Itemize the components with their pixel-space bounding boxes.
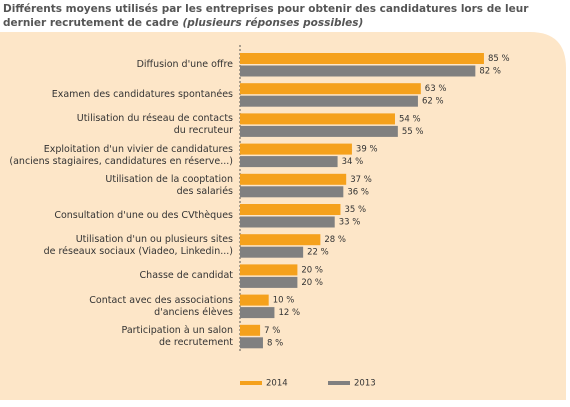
bar [240,65,476,77]
bar [240,83,421,95]
bar [240,324,261,336]
value-label: 28 % [324,235,346,245]
bar [240,337,263,349]
value-label: 35 % [344,205,366,215]
category-label: Utilisation de la cooptation des salarié… [105,173,233,197]
bar [240,173,347,185]
category-label: Chasse de candidat [139,270,233,282]
bar [240,204,341,215]
category-label: Participation à un salon de recrutement [121,324,233,348]
bar [240,53,484,64]
value-label: 36 % [347,187,369,197]
category-label: Diffusion d'une offre [136,59,233,70]
value-label: 22 % [307,248,329,258]
value-label: 54 % [399,114,421,124]
category-label: Consultation d'une ou des CVthèques [54,210,233,221]
legend-label: 2013 [354,379,376,389]
value-label: 85 % [488,54,510,64]
value-label: 8 % [267,338,283,348]
bar [240,95,418,107]
bar [240,186,344,198]
value-label: 39 % [356,145,378,155]
value-label: 20 % [301,278,323,288]
bar [240,234,321,246]
value-label: 20 % [301,265,323,275]
value-label: 82 % [479,67,501,77]
title-text: Différents moyens utilisés par les entre… [3,3,529,29]
bar [240,246,304,258]
category-label: Contact avec des associations d'anciens … [89,294,233,318]
category-label: Utilisation du réseau de contacts du rec… [76,113,233,137]
bar [240,143,352,155]
bar [240,125,398,137]
chart-title: Différents moyens utilisés par les entre… [3,2,563,30]
bar [240,113,395,125]
value-label: 10 % [273,296,295,306]
value-label: 37 % [350,175,372,185]
value-label: 63 % [425,84,447,94]
legend-label: 2014 [266,379,288,389]
bar [240,156,338,168]
value-label: 12 % [278,308,300,318]
value-label: 62 % [422,97,444,107]
bar [240,276,298,288]
category-label: Exploitation d'un vivier de candidatures… [9,143,233,167]
value-label: 7 % [264,326,280,336]
bar [240,264,298,276]
value-label: 34 % [342,157,364,167]
panel [0,32,566,400]
category-label: Examen des candidatures spontanées [51,89,233,101]
subtitle: (plusieurs réponses possibles) [182,17,364,29]
bar [240,294,269,306]
bar [240,216,335,228]
value-label: 33 % [339,218,361,228]
bar [240,307,275,319]
value-label: 55 % [402,127,424,137]
category-label: Utilisation d'un ou plusieurs sites de r… [43,234,233,258]
